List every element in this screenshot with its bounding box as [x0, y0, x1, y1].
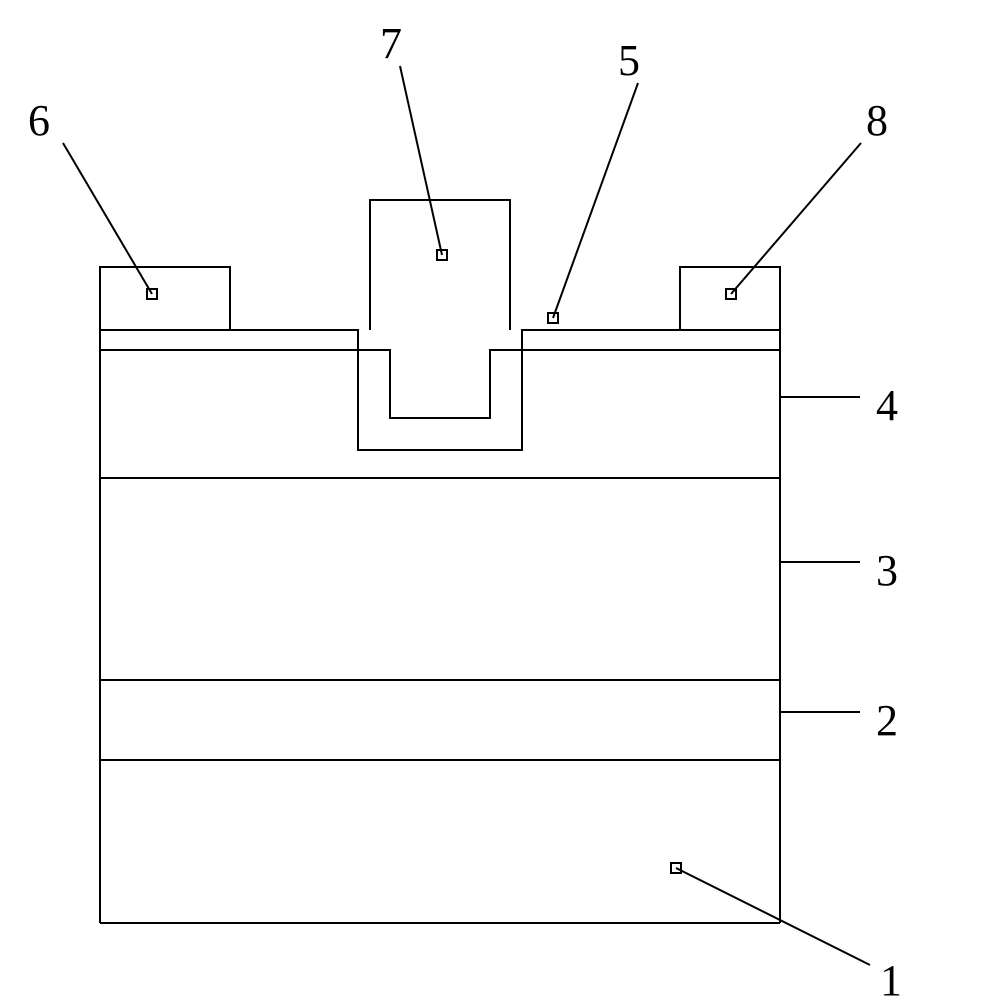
label-1: 1 [880, 955, 902, 1006]
label-5: 5 [618, 35, 640, 86]
label-3: 3 [876, 545, 898, 596]
label-6: 6 [28, 95, 50, 146]
label-2: 2 [876, 695, 898, 746]
label-4: 4 [876, 380, 898, 431]
diagram-container [0, 0, 997, 1000]
label-8: 8 [866, 95, 888, 146]
label-7: 7 [380, 18, 402, 69]
cross-section-svg [0, 0, 997, 1000]
